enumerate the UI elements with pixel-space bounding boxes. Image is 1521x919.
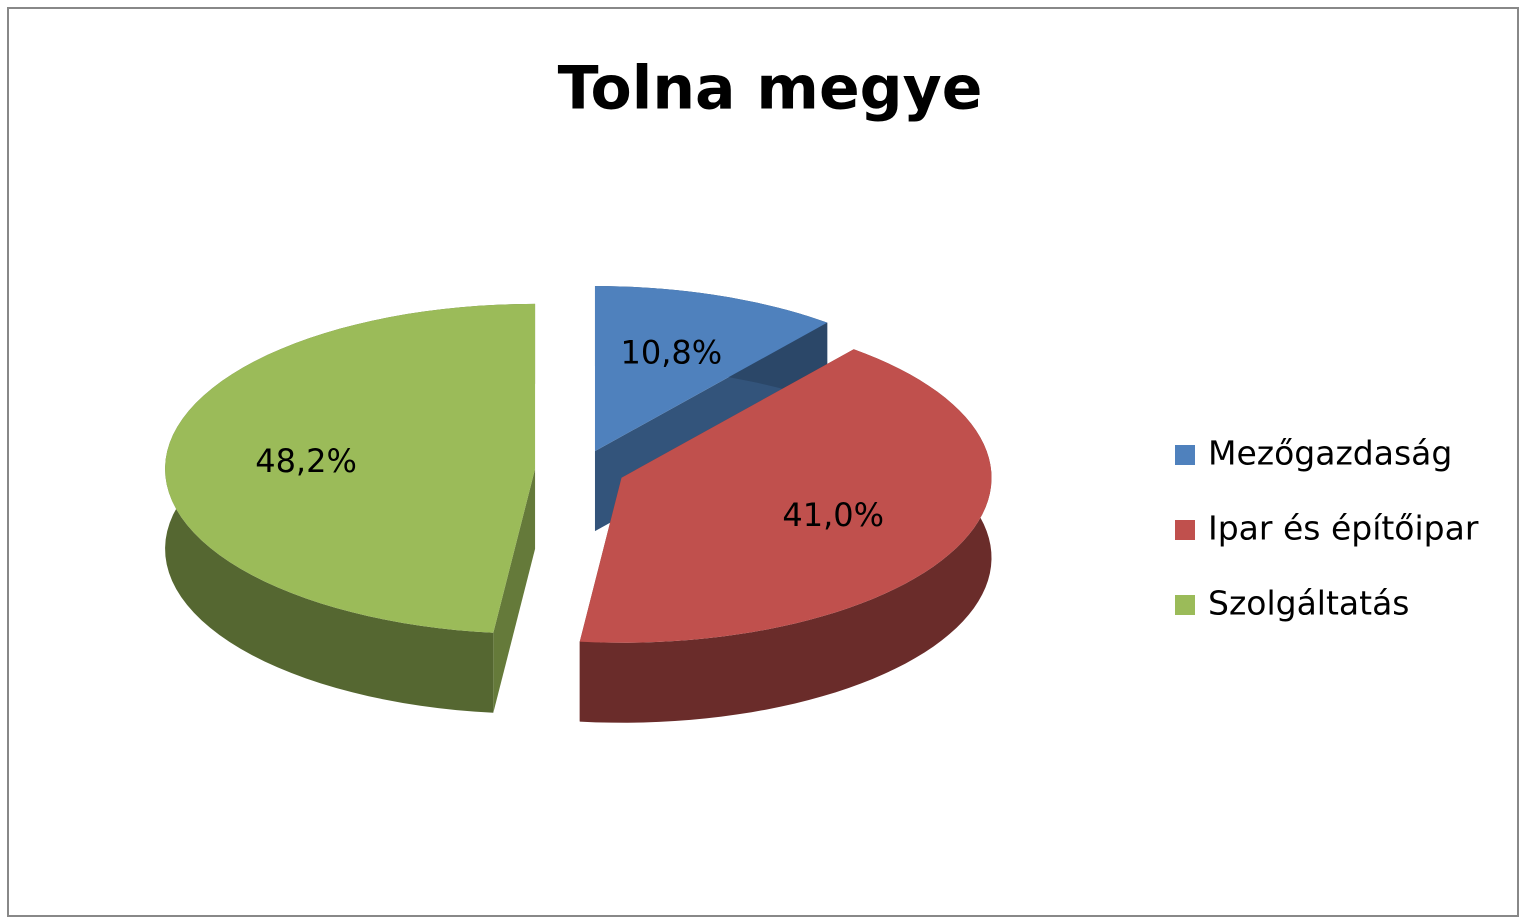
slice-top xyxy=(579,349,992,643)
data-label: 10,8% xyxy=(620,334,722,372)
legend-label: Szolgáltatás xyxy=(1208,584,1409,623)
slice-top xyxy=(594,286,828,452)
chart-title: Tolna megye xyxy=(558,54,983,124)
slice-top xyxy=(165,303,536,633)
data-label: 48,2% xyxy=(255,442,357,480)
legend-swatch xyxy=(1175,520,1195,540)
slice xyxy=(579,349,992,723)
pie xyxy=(165,286,992,723)
slice xyxy=(165,303,536,713)
legend-label: Mezőgazdaság xyxy=(1208,434,1452,473)
legend-swatch xyxy=(1175,595,1195,615)
slice-side xyxy=(493,468,536,713)
data-label: 41,0% xyxy=(782,496,884,534)
legend-swatch xyxy=(1175,445,1195,465)
legend-label: Ipar és építőipar xyxy=(1208,509,1479,548)
